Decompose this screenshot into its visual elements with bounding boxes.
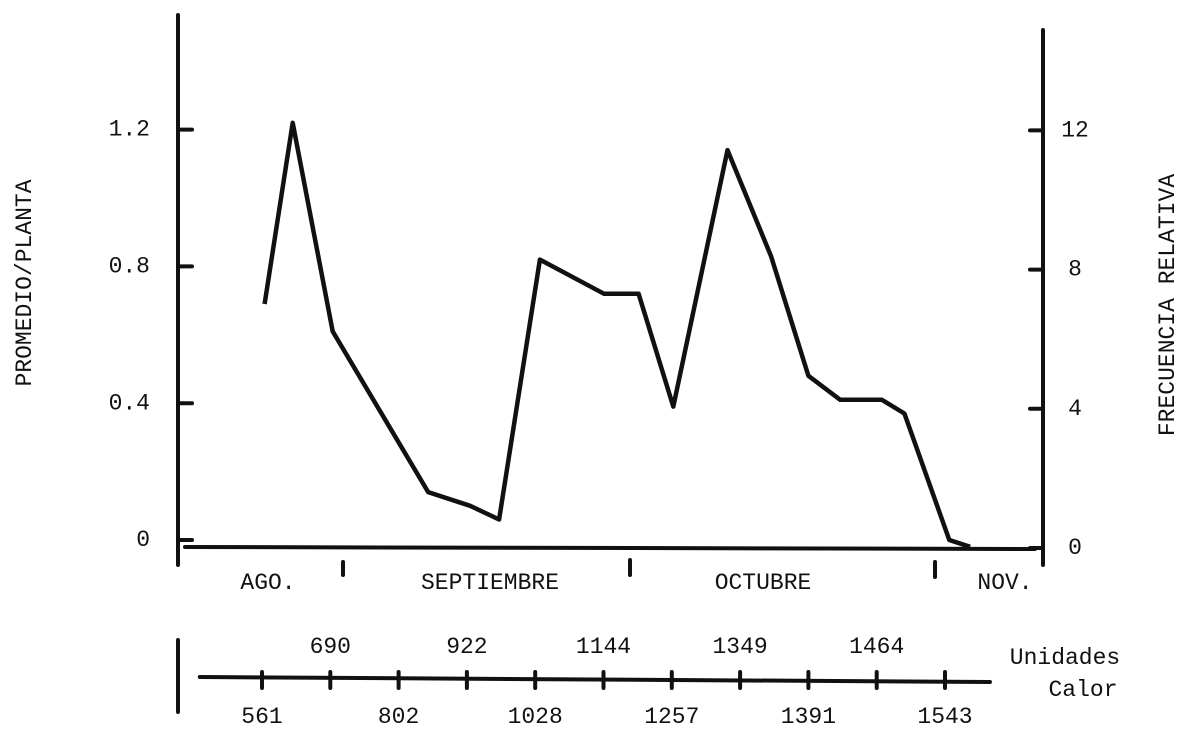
data-line [262, 120, 971, 549]
x-axis [197, 675, 992, 684]
x-axis-label: Unidades [1010, 645, 1120, 671]
y2-tick-label: 4 [1068, 396, 1082, 422]
x-tick-label: 1464 [849, 634, 904, 660]
y2-axis-label: FRECUENCIA RELATIVA [1155, 174, 1181, 436]
month-label: AGO. [240, 570, 295, 596]
y2-tick-label: 8 [1068, 257, 1082, 283]
y-tick-label: 0 [136, 527, 150, 553]
x-axis-label: Calor [1048, 677, 1117, 703]
x-tick-label: 1028 [508, 704, 563, 729]
x-tick-label: 1349 [712, 634, 767, 660]
x-tick-label: 922 [446, 634, 487, 660]
x-tick-label: 1391 [781, 704, 836, 729]
month-axis [183, 545, 1037, 551]
y-tick-label: 0.8 [109, 253, 150, 279]
y-axis-label: PROMEDIO/PLANTA [12, 179, 38, 386]
month-label: OCTUBRE [715, 570, 812, 596]
y-tick-label: 1.2 [109, 117, 150, 143]
x-tick-label: 1543 [917, 704, 972, 729]
month-label: SEPTIEMBRE [421, 570, 559, 596]
y2-tick-label: 0 [1068, 535, 1082, 561]
y2-tick-label: 12 [1061, 117, 1089, 143]
y-tick-label: 0.4 [109, 390, 150, 416]
x-tick-label: 1144 [576, 634, 631, 660]
x-tick-label: 690 [310, 634, 351, 660]
x-tick-label: 1257 [644, 704, 699, 729]
month-label: NOV. [977, 570, 1032, 596]
x-tick-label: 802 [378, 704, 419, 729]
x-tick-label: 561 [241, 704, 282, 729]
